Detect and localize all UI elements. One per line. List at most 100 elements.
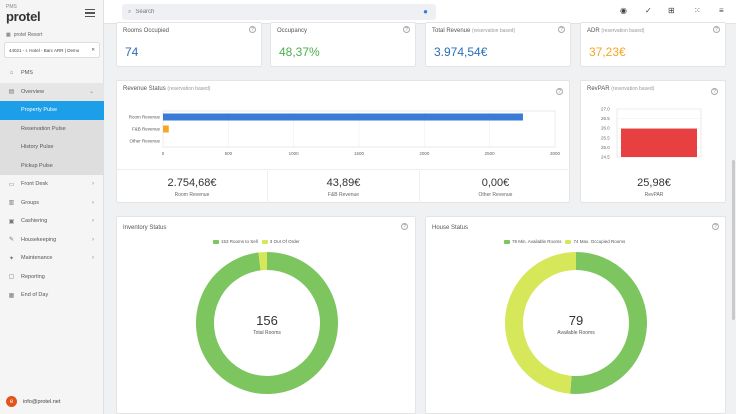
logo-brand: protel	[6, 9, 41, 24]
bar-room-revenue[interactable]	[163, 113, 523, 121]
legend-label: Max. Occupied Rooms	[579, 239, 626, 244]
y-tick-label: 25.5	[601, 135, 610, 140]
donut-segment[interactable]	[570, 252, 647, 394]
divider	[117, 169, 571, 170]
kpi-title-text: Occupancy	[277, 28, 308, 34]
chevron-right-icon: ›	[92, 255, 94, 262]
sidebar-item-label: Maintenance	[21, 255, 53, 262]
sidebar-item-reporting[interactable]: ▢ Reporting	[0, 268, 104, 287]
avatar: e	[6, 396, 17, 407]
sidebar-item-maintenance[interactable]: ✦ Maintenance ›	[0, 249, 104, 268]
center-label: Total Rooms	[253, 330, 281, 336]
help-icon[interactable]: ?	[711, 88, 718, 95]
legend-swatch	[565, 239, 572, 244]
legend-item[interactable]: 3 Out Of Order	[261, 239, 300, 244]
other-revenue-stat: 0,00€ Other Revenue	[420, 177, 571, 198]
revenue-bar-chart: 0 500 1000 1500 2000 2500 3000 Room Revenue F&B …	[129, 110, 561, 156]
kpi-title-text: Total Revenue	[432, 28, 471, 34]
donut-segment[interactable]	[505, 252, 577, 394]
legend-count: 78	[512, 239, 518, 244]
help-icon[interactable]: ?	[403, 26, 410, 33]
stat-value: 0,00€	[481, 177, 510, 189]
sidebar-item-history-pulse[interactable]: History Pulse	[0, 138, 104, 157]
sidebar-item-cashiering[interactable]: ▣ Cashiering ›	[0, 212, 104, 231]
fnb-revenue-stat: 43,89€ F&B Revenue	[268, 177, 419, 198]
help-icon[interactable]: ?	[556, 88, 563, 95]
house-status-card: House Status ? 78 Min. Available Rooms 7…	[425, 216, 726, 414]
sidebar-item-end-of-day[interactable]: ▦ End of Day	[0, 286, 104, 305]
sidebar-item-label: End of Day	[21, 292, 49, 299]
user-account[interactable]: e info@protel.net	[6, 396, 60, 407]
inventory-center: 156 Total Rooms	[217, 313, 317, 336]
donut-segment[interactable]	[196, 252, 338, 394]
stat-label: RevPAR	[644, 192, 664, 198]
sidebar: PMS protel ▦ protel Resort 44021 - I. Ho…	[0, 0, 104, 414]
kpi-subtitle: (reservation based)	[601, 28, 645, 34]
hotel-select[interactable]: 44021 - I. Hotel - Barc ARR | Demo ✕	[4, 42, 100, 58]
legend-item[interactable]: 78 Min. Available Rooms	[504, 239, 561, 244]
help-icon[interactable]: ?	[249, 26, 256, 33]
sidebar-item-property-pulse[interactable]: Property Pulse	[0, 101, 104, 120]
user-check-icon[interactable]: ✓	[645, 6, 652, 15]
help-icon[interactable]: ?	[713, 26, 720, 33]
sidebar-item-pms[interactable]: ⌂ PMS	[0, 64, 104, 83]
cart-icon[interactable]: ⊞	[668, 6, 675, 15]
sidebar-item-label: PMS	[21, 70, 33, 77]
help-icon[interactable]: ?	[712, 223, 719, 230]
revenue-subtitle: (reservation based)	[167, 86, 211, 92]
legend-item[interactable]: 74 Max. Occupied Rooms	[565, 239, 625, 244]
kpi-title-text: ADR	[587, 28, 600, 34]
search-bar[interactable]: ⌕ ●	[122, 4, 436, 20]
revenue-status-card: Revenue Status (reservation based) ? 0 50…	[116, 80, 571, 203]
legend-label: Rooms to Sell	[229, 239, 258, 244]
menu-toggle-icon[interactable]	[85, 9, 95, 18]
x-tick-label: 500	[225, 151, 233, 156]
clear-icon[interactable]: ✕	[91, 47, 95, 52]
kpi-value: 74	[125, 45, 139, 59]
resort-label: protel Resort	[13, 32, 43, 38]
legend-label: Out Of Order	[273, 239, 300, 244]
x-tick-label: 2000	[419, 151, 430, 156]
page-scrollbar[interactable]	[732, 160, 735, 320]
revpar-stat: 25,98€ RevPAR	[581, 177, 727, 198]
apps-grid-icon[interactable]: ⁙	[694, 6, 701, 15]
microphone-icon[interactable]: ●	[423, 7, 428, 16]
search-input[interactable]	[135, 9, 406, 15]
sidebar-item-reservation-pulse[interactable]: Reservation Pulse	[0, 119, 104, 138]
bar-revpar[interactable]	[621, 128, 697, 157]
sidebar-item-label: History Pulse	[21, 144, 54, 151]
center-value: 79	[568, 313, 584, 328]
x-tick-label: 3000	[550, 151, 561, 156]
sidebar-item-housekeeping[interactable]: ✎ Housekeeping ›	[0, 231, 104, 250]
x-tick-label: 0	[162, 151, 165, 156]
chevron-right-icon: ›	[92, 236, 94, 243]
sidebar-item-groups[interactable]: ▥ Groups ›	[0, 194, 104, 213]
kpi-title: Occupancy	[277, 28, 307, 34]
stat-label: Other Revenue	[478, 192, 513, 198]
desk-icon: ▭	[8, 181, 15, 188]
wrench-icon: ✦	[8, 255, 15, 262]
calendar-icon: ▦	[8, 292, 15, 299]
sidebar-item-label: Groups	[21, 199, 40, 206]
sidebar-item-front-desk[interactable]: ▭ Front Desk ›	[0, 175, 104, 194]
legend-item[interactable]: 153 Rooms to Sell	[213, 239, 258, 244]
kpi-card-rooms-occupied: Rooms Occupied ? 74	[116, 22, 262, 67]
hotel-select-value: 44021 - I. Hotel - Barc ARR | Demo	[9, 47, 80, 53]
inventory-legend: 153 Rooms to Sell 3 Out Of Order	[213, 239, 300, 244]
x-tick-label: 1000	[289, 151, 300, 156]
center-label: Available Rooms	[557, 330, 595, 336]
sidebar-item-pickup-pulse[interactable]: Pickup Pulse	[0, 156, 104, 175]
record-icon[interactable]: ◉	[620, 6, 627, 15]
bar-f-b-revenue[interactable]	[163, 125, 169, 133]
help-icon[interactable]: ?	[558, 26, 565, 33]
stat-label: F&B Revenue	[327, 192, 360, 198]
report-icon: ▢	[8, 274, 15, 281]
sidebar-item-overview[interactable]: ▤ Overview ⌄	[0, 82, 104, 101]
y-category-label: F&B Revenue	[132, 127, 161, 132]
list-icon[interactable]: ≡	[719, 6, 724, 15]
y-tick-label: 26.0	[601, 126, 610, 131]
broom-icon: ✎	[8, 237, 15, 244]
help-icon[interactable]: ?	[401, 223, 408, 230]
x-tick-label: 1500	[354, 151, 365, 156]
y-category-label: Room Revenue	[129, 115, 161, 120]
